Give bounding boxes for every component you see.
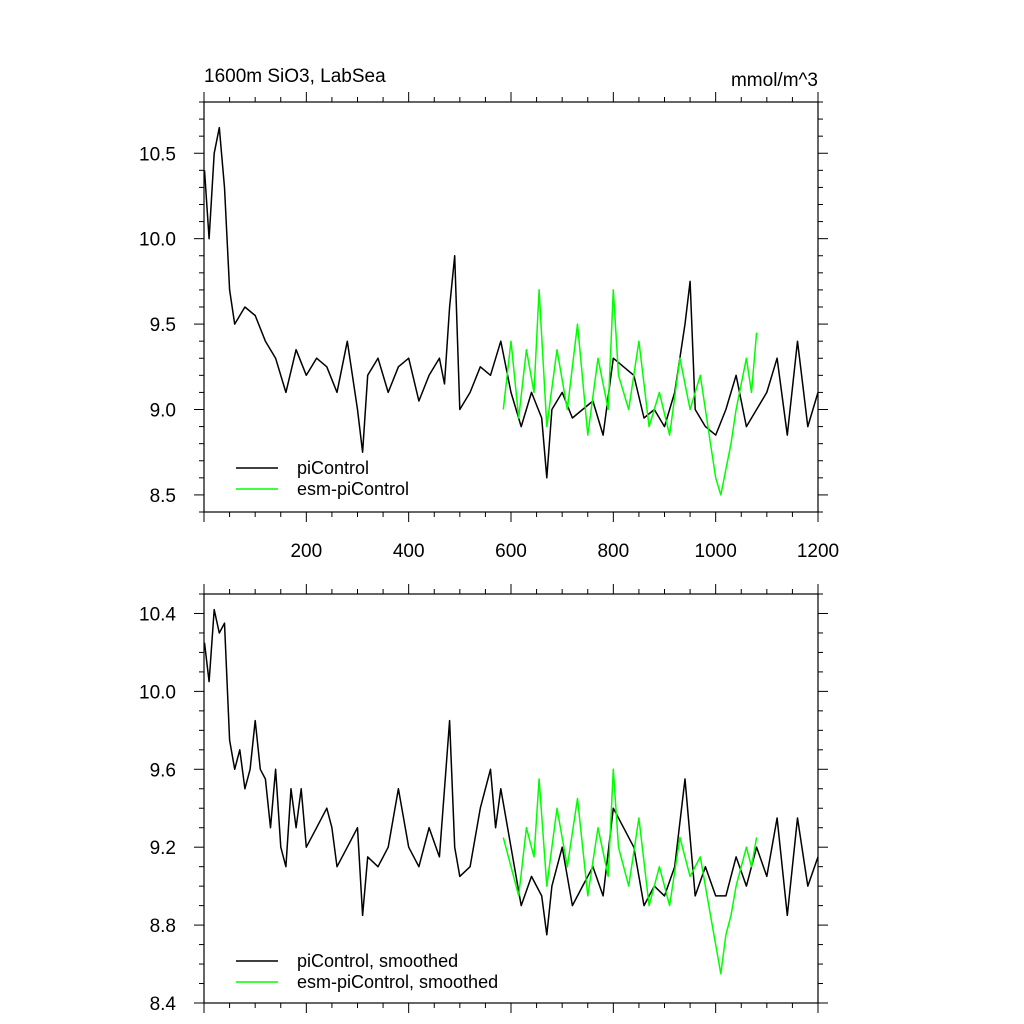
legend-label: esm-piControl, smoothed [297,972,498,992]
bottom-panel: 8.4 8.8 9.2 9.6 10.0 10.4 piControl, smoothede… [139,584,828,1015]
x-tick-label: 1000 [695,541,737,562]
x-tick-label: 1200 [797,541,839,562]
legend-label: esm-piControl [297,479,409,499]
series-line-esm-picontrol [502,289,758,496]
plot-frame [203,593,819,1004]
y-tick-label: 10.5 [139,144,176,165]
series-line-picontrol [203,126,819,479]
y-tick-label: 10.4 [139,604,176,625]
legend-label: piControl [297,458,369,478]
plot-frame [203,101,819,513]
x-tick-label: 600 [495,541,527,562]
x-tick-label: 200 [290,541,322,562]
chart-title: 1600m SiO3, LabSea [204,66,386,87]
legend-label: piControl, smoothed [297,951,458,971]
y-tick-label: 8.5 [150,486,176,507]
y-tick-label: 9.2 [150,838,176,859]
y-tick-label: 9.6 [150,760,176,781]
y-tick-label: 10.0 [139,682,176,703]
y-tick-label: 10.0 [139,230,176,251]
series-line-picontrol-smoothed [203,608,819,936]
y-tick-label: 9.5 [150,315,176,336]
y-tick-label: 9.0 [150,401,176,422]
series-line-esm-picontrol-smoothed [502,768,758,975]
y-tick-label: 8.8 [150,916,176,937]
x-tick-label: 800 [597,541,629,562]
chart-units: mmol/m^3 [731,70,818,91]
x-tick-label: 400 [393,541,425,562]
top-panel: 200 400 600 800 1000 1200 8.5 9.0 9.5 10.0 10.5 piC… [139,66,839,562]
y-tick-label: 8.4 [150,994,177,1015]
